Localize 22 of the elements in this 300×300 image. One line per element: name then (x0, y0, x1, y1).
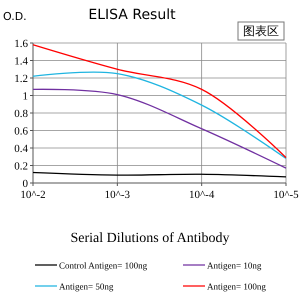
y-tick-label: 0.8 (14, 108, 28, 120)
y-tick-label: 0.2 (14, 160, 28, 172)
chart-title: ELISA Result (88, 7, 176, 23)
x-tick-label: 10^-3 (104, 189, 130, 201)
y-tick-label: 0 (22, 178, 28, 190)
y-tick-label: 1.2 (14, 73, 28, 85)
x-tick-label: 10^-5 (273, 189, 300, 201)
line-series (32, 88, 287, 169)
y-tick-label: 1 (22, 90, 28, 102)
y-tick-label: 0.4 (14, 143, 28, 155)
x-tick-label: 10^-4 (189, 189, 215, 201)
legend-label: Control Antigen= 100ng (59, 260, 148, 270)
x-axis-title: Serial Dilutions of Antibody (70, 231, 230, 246)
legend-label: Antigen= 10ng (207, 260, 262, 270)
text: 图表区 (243, 24, 279, 38)
y-tick-label: 1.6 (14, 38, 28, 50)
x-tick-label: 10^-2 (20, 189, 46, 201)
y-axis-title: O.D. (3, 10, 27, 23)
legend-label: Antigen= 100ng (207, 282, 266, 292)
legend-label: Antigen= 50ng (59, 282, 114, 292)
y-tick-label: 0.6 (14, 126, 28, 138)
y-tick-label: 1.4 (14, 56, 28, 68)
